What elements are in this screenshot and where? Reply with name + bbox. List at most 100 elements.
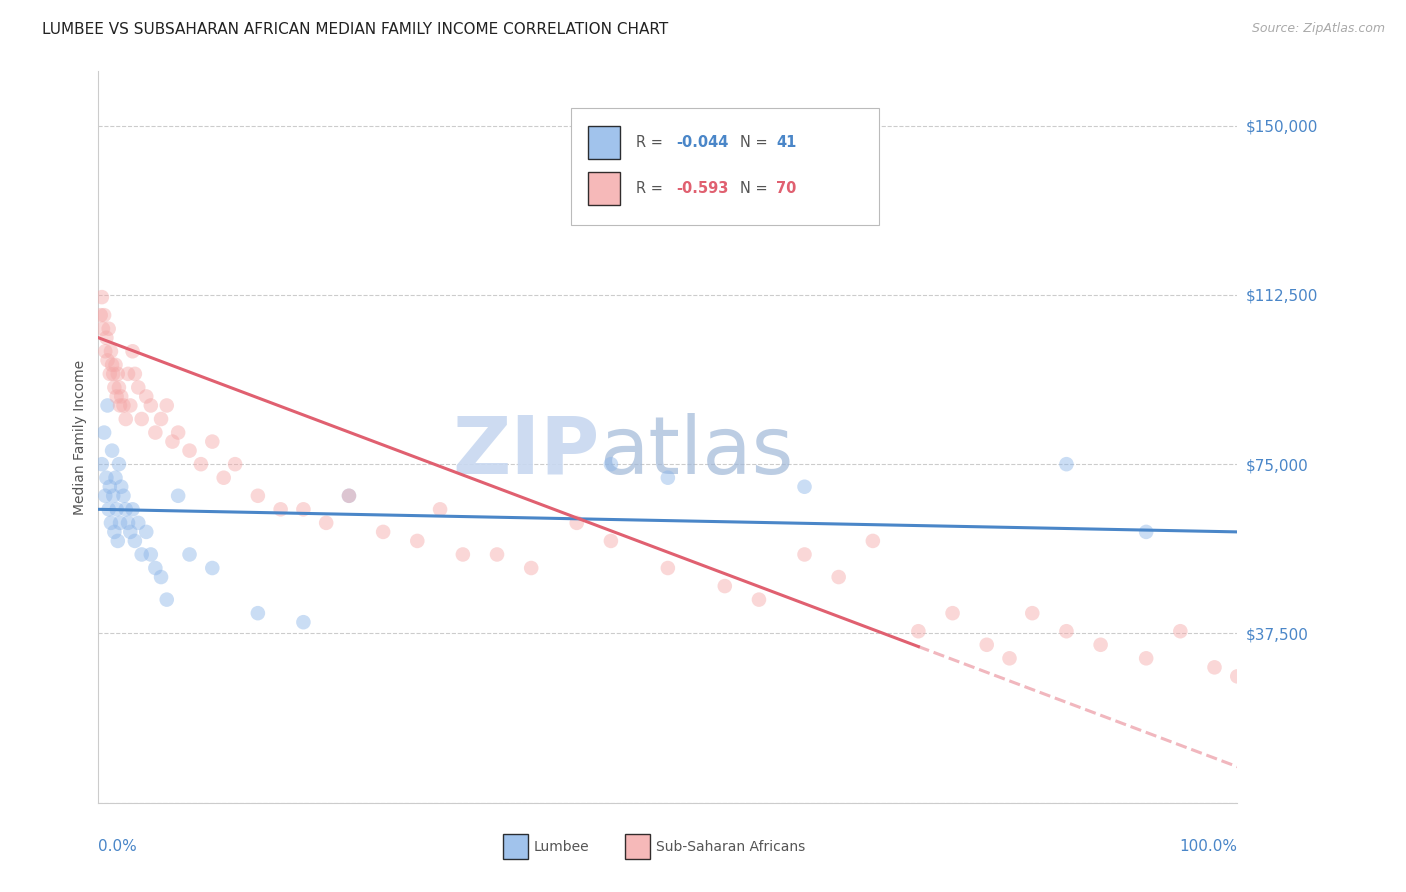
Point (108, 516, 131, 530)
Point (748, 592, 770, 607)
Point (117, 367, 139, 381)
Point (201, 434, 224, 449)
Point (179, 548, 201, 562)
Text: N =: N = (740, 135, 772, 150)
Point (145, 561, 167, 575)
Point (167, 425, 190, 440)
Point (112, 489, 135, 503)
Text: N =: N = (740, 181, 772, 196)
Point (657, 471, 679, 485)
Point (657, 561, 679, 575)
Point (246, 489, 269, 503)
Point (976, 638, 998, 652)
Point (96, 399, 118, 413)
Text: Source: ZipAtlas.com: Source: ZipAtlas.com (1251, 22, 1385, 36)
Text: Sub-Saharan Africans: Sub-Saharan Africans (657, 839, 806, 854)
Point (97, 322, 120, 336)
Point (793, 548, 815, 562)
Point (1021, 606, 1043, 620)
Point (101, 358, 124, 372)
Point (110, 389, 132, 403)
FancyBboxPatch shape (588, 172, 620, 205)
Point (224, 457, 246, 471)
Point (103, 489, 125, 503)
Text: LUMBEE VS SUBSAHARAN AFRICAN MEDIAN FAMILY INCOME CORRELATION CHART: LUMBEE VS SUBSAHARAN AFRICAN MEDIAN FAMI… (42, 22, 668, 37)
Point (121, 344, 143, 359)
Point (114, 412, 136, 426)
Point (292, 502, 315, 516)
Point (337, 489, 360, 503)
Point (520, 561, 543, 575)
Y-axis label: Median Family Income: Median Family Income (73, 359, 87, 515)
Point (1170, 624, 1192, 639)
Point (104, 358, 127, 372)
Point (104, 471, 127, 485)
Point (105, 389, 128, 403)
Point (145, 425, 167, 440)
Point (600, 533, 623, 548)
Point (246, 606, 269, 620)
Point (292, 615, 315, 630)
Point (565, 516, 588, 530)
Point (150, 412, 173, 426)
Point (162, 434, 184, 449)
Point (1135, 524, 1157, 539)
Point (135, 524, 157, 539)
Text: -0.044: -0.044 (676, 135, 728, 150)
Point (270, 502, 292, 516)
Point (103, 367, 125, 381)
Point (103, 524, 125, 539)
Point (167, 489, 190, 503)
Point (103, 380, 125, 394)
Text: atlas: atlas (599, 413, 794, 491)
Point (907, 624, 929, 639)
Point (337, 489, 360, 503)
Point (942, 606, 965, 620)
Point (90, 308, 112, 322)
Point (96, 353, 118, 368)
Point (127, 380, 149, 394)
Point (1204, 660, 1226, 674)
Point (135, 389, 157, 403)
FancyBboxPatch shape (571, 108, 879, 225)
Point (828, 570, 851, 584)
Point (127, 516, 149, 530)
FancyBboxPatch shape (588, 126, 620, 159)
Text: -0.593: -0.593 (676, 181, 728, 196)
Point (100, 516, 122, 530)
Point (120, 399, 142, 413)
Text: ZIP: ZIP (453, 413, 599, 491)
Point (156, 592, 179, 607)
Point (371, 524, 394, 539)
Point (1054, 457, 1078, 471)
Point (486, 548, 509, 562)
Point (315, 516, 337, 530)
Point (108, 457, 131, 471)
Point (94, 489, 117, 503)
Point (429, 502, 451, 516)
Point (121, 502, 143, 516)
Point (98, 480, 121, 494)
Point (1054, 624, 1078, 639)
Point (93, 308, 115, 322)
FancyBboxPatch shape (624, 834, 650, 860)
Point (101, 443, 124, 458)
Text: 0.0%: 0.0% (98, 839, 138, 855)
Point (110, 480, 132, 494)
Point (107, 533, 129, 548)
Point (212, 471, 235, 485)
Point (96, 331, 118, 345)
Point (131, 412, 153, 426)
Point (600, 457, 623, 471)
Point (451, 548, 474, 562)
Text: 70: 70 (776, 181, 796, 196)
Point (112, 399, 135, 413)
Text: 100.0%: 100.0% (1180, 839, 1237, 855)
Point (179, 443, 201, 458)
Point (93, 425, 115, 440)
Point (90, 290, 112, 304)
Point (793, 480, 815, 494)
Point (98, 367, 121, 381)
Point (97, 502, 120, 516)
Point (107, 367, 129, 381)
